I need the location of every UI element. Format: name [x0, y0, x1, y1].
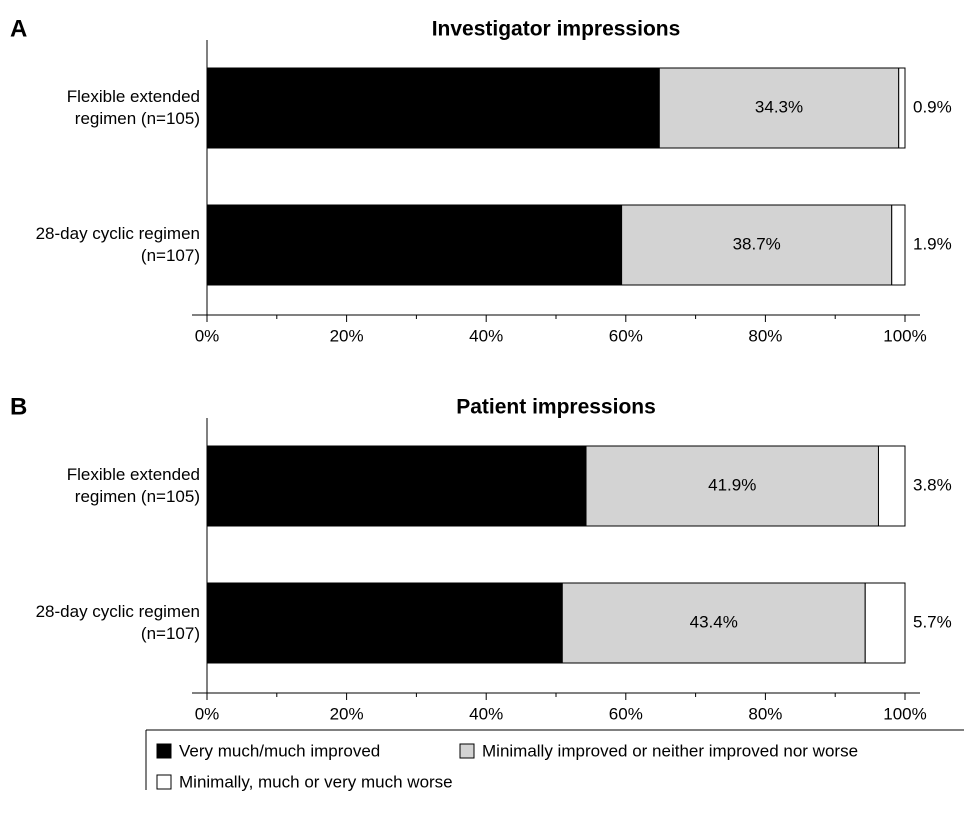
- bar-segment: [877, 445, 906, 527]
- x-tick-label: 100%: [883, 326, 926, 345]
- legend-swatch: [156, 774, 172, 790]
- value-label: 34.3%: [755, 97, 803, 116]
- bar-segment: [206, 445, 587, 527]
- bar-segment: [206, 204, 623, 286]
- bar-segment: [891, 204, 906, 286]
- category-label: Flexible extended regimen (n=105): [66, 465, 200, 506]
- value-label: 0.9%: [913, 97, 952, 116]
- bar-segment: [864, 582, 906, 664]
- value-label: 54.3%: [372, 475, 420, 494]
- value-label: 43.4%: [690, 612, 738, 631]
- value-label: 50.9%: [361, 612, 409, 631]
- x-tick-label: 0%: [195, 704, 220, 723]
- category-label: Flexible extended regimen (n=105): [66, 87, 200, 128]
- value-label: 1.9%: [913, 234, 952, 253]
- value-label: 38.7%: [733, 234, 781, 253]
- x-tick-label: 60%: [609, 326, 643, 345]
- x-tick-label: 20%: [330, 326, 364, 345]
- x-tick-label: 80%: [748, 704, 782, 723]
- bar-segment: [658, 67, 900, 149]
- x-tick-label: 100%: [883, 704, 926, 723]
- legend-label: Minimally improved or neither improved n…: [482, 741, 858, 760]
- chart-title: Patient impressions: [456, 396, 656, 419]
- value-label: 3.8%: [913, 475, 952, 494]
- value-label: 41.9%: [708, 475, 756, 494]
- bar-segment: [621, 204, 893, 286]
- legend-swatch: [459, 743, 475, 759]
- panel-label: A: [10, 15, 27, 42]
- category-label: 28-day cyclic regimen (n=107): [35, 602, 200, 643]
- legend-label: Very much/much improved: [179, 741, 380, 760]
- chart-title: Investigator impressions: [432, 18, 681, 41]
- bar-segment: [206, 67, 660, 149]
- legend-label: Minimally, much or very much worse: [179, 772, 453, 791]
- x-tick-label: 40%: [469, 704, 503, 723]
- bar-segment: [206, 582, 563, 664]
- x-tick-label: 0%: [195, 326, 220, 345]
- x-tick-label: 40%: [469, 326, 503, 345]
- panel-label: B: [10, 393, 27, 420]
- x-tick-label: 80%: [748, 326, 782, 345]
- value-label: 59.4%: [390, 234, 438, 253]
- bar-segment: [561, 582, 866, 664]
- x-tick-label: 60%: [609, 704, 643, 723]
- value-label: 64.8%: [409, 97, 457, 116]
- category-label: 28-day cyclic regimen (n=107): [35, 224, 200, 265]
- value-label: 5.7%: [913, 612, 952, 631]
- bar-segment: [585, 445, 879, 527]
- bar-segment: [898, 67, 906, 149]
- legend-swatch: [156, 743, 172, 759]
- x-tick-label: 20%: [330, 704, 364, 723]
